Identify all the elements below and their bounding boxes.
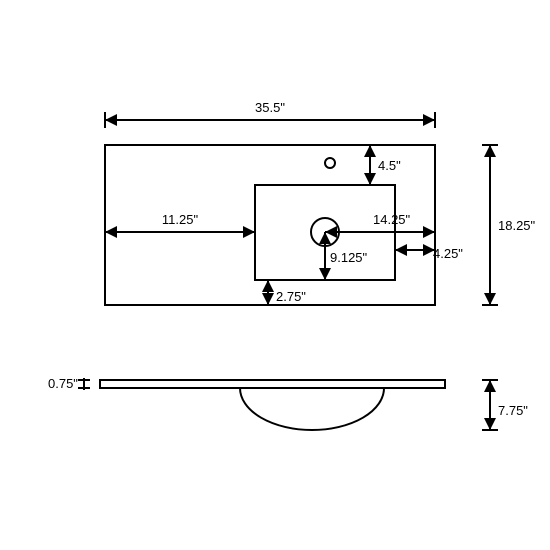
bowl-arc <box>240 388 384 430</box>
svg-text:4.5": 4.5" <box>378 158 401 173</box>
svg-text:2.75": 2.75" <box>276 289 306 304</box>
svg-text:7.75": 7.75" <box>498 403 528 418</box>
faucet-hole <box>325 158 335 168</box>
svg-text:18.25": 18.25" <box>498 218 536 233</box>
svg-text:11.25": 11.25" <box>162 212 199 227</box>
svg-text:9.125": 9.125" <box>330 250 368 265</box>
svg-text:0.75": 0.75" <box>48 376 78 391</box>
svg-text:14.25": 14.25" <box>373 212 411 227</box>
counter-side <box>100 380 445 388</box>
svg-text:35.5": 35.5" <box>255 100 285 115</box>
svg-text:4.25": 4.25" <box>433 246 463 261</box>
